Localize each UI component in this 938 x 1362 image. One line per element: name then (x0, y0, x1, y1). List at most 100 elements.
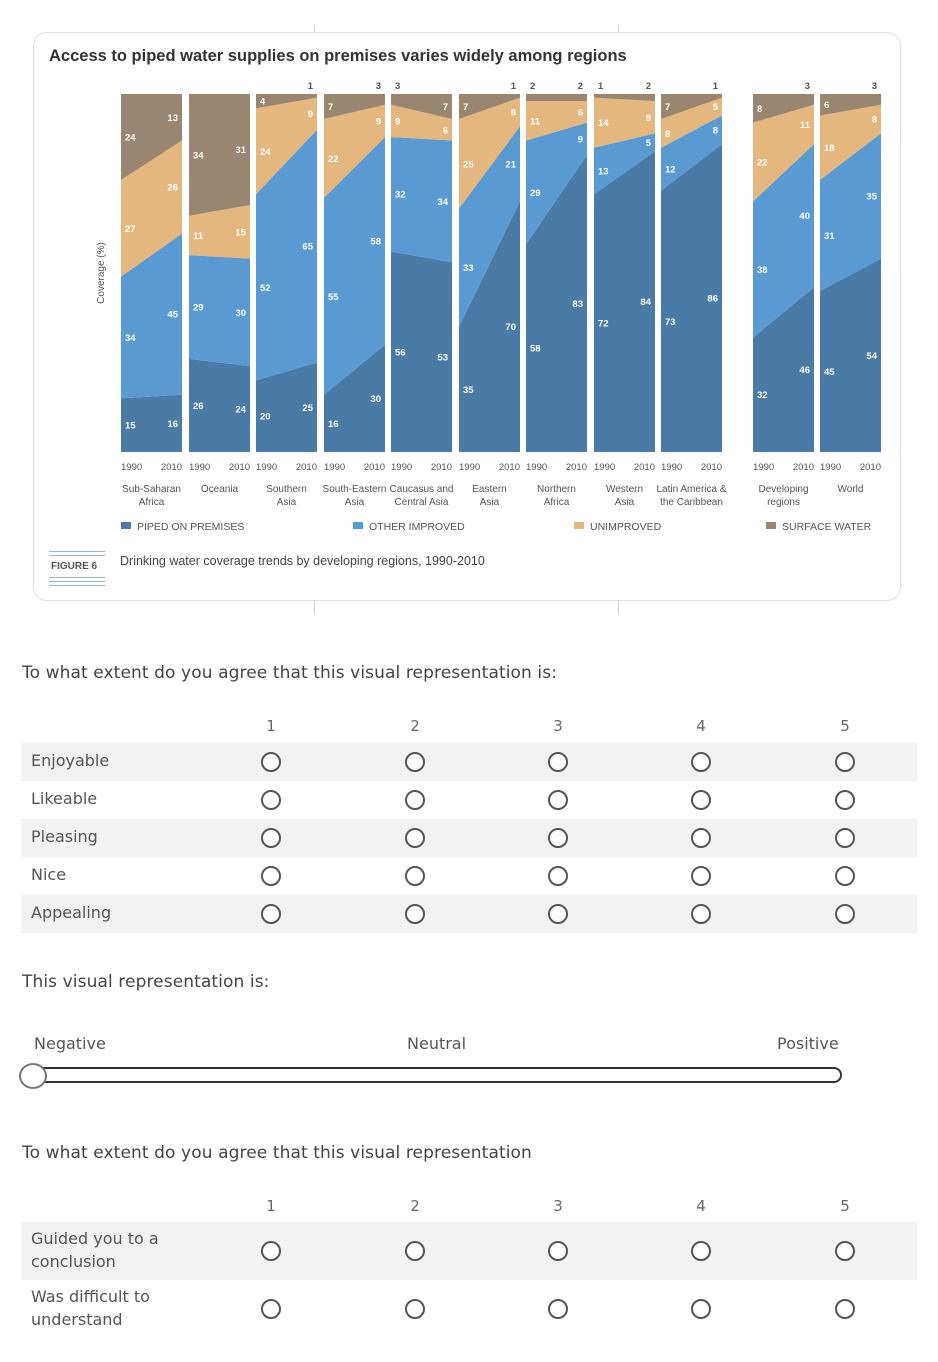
x-tick-label: 2010 (296, 462, 317, 473)
x-tick-label: 2010 (431, 462, 452, 473)
radio-difficult-5[interactable] (835, 1299, 855, 1319)
value-label-other-2010: 58 (370, 236, 381, 247)
region-label: Central Asia (395, 497, 449, 508)
legend-label-piped: PIPED ON PREMISES (137, 521, 244, 533)
value-label-other-2010: 35 (866, 192, 877, 203)
row-label: Nice (31, 865, 67, 884)
area-piped (391, 251, 452, 452)
region-label: Southern (266, 484, 307, 495)
x-tick-label: 2010 (364, 462, 385, 473)
decorative-rule (314, 601, 315, 614)
value-label-surface-2010: 7 (443, 102, 448, 113)
radio-nice-5[interactable] (835, 866, 855, 886)
area-surface (753, 94, 814, 123)
radio-guided-3[interactable] (548, 1241, 568, 1261)
radio-pleasing-1[interactable] (261, 828, 281, 848)
radio-nice-3[interactable] (548, 866, 568, 886)
value-label-piped-2010: 16 (167, 419, 178, 430)
scale-label-2: 2 (410, 717, 420, 735)
radio-enjoyable-4[interactable] (691, 752, 711, 772)
value-label-surface-1990: 7 (665, 102, 670, 113)
value-label-piped-1990: 35 (463, 385, 474, 396)
radio-enjoyable-3[interactable] (548, 752, 568, 772)
radio-difficult-1[interactable] (261, 1299, 281, 1319)
radio-pleasing-4[interactable] (691, 828, 711, 848)
x-tick-label: 2010 (701, 462, 722, 473)
radio-nice-1[interactable] (261, 866, 281, 886)
region-label: Caucasus and (390, 484, 454, 495)
figure-tag: FIGURE 6 (49, 551, 105, 586)
radio-pleasing-5[interactable] (835, 828, 855, 848)
area-unimproved (391, 104, 452, 141)
matrix-row-difficult: Was difficult to understand (21, 1280, 917, 1338)
radio-guided-4[interactable] (691, 1241, 711, 1261)
area-piped (189, 358, 250, 452)
area-piped (121, 394, 182, 452)
sentiment-slider-handle[interactable] (19, 1063, 47, 1089)
radio-difficult-3[interactable] (548, 1299, 568, 1319)
radio-guided-1[interactable] (261, 1241, 281, 1261)
radio-enjoyable-5[interactable] (835, 752, 855, 772)
value-label-piped-2010: 70 (505, 322, 516, 333)
legend-label-surface: SURFACE WATER (782, 521, 872, 533)
radio-guided-2[interactable] (405, 1241, 425, 1261)
value-label-surface-2010: 3 (805, 81, 810, 92)
radio-appealing-2[interactable] (405, 904, 425, 924)
radio-difficult-4[interactable] (691, 1299, 711, 1319)
x-tick-label: 1990 (256, 462, 277, 473)
row-label: Was difficult to understand (31, 1287, 150, 1329)
sentiment-slider-track[interactable] (33, 1067, 842, 1083)
radio-likeable-2[interactable] (405, 790, 425, 810)
row-label: Likeable (31, 789, 98, 808)
question-1-matrix: 1 2 3 4 5 Enjoyable Likeable Pleasing Ni… (21, 717, 917, 933)
radio-appealing-4[interactable] (691, 904, 711, 924)
value-label-unimproved-1990: 27 (125, 224, 136, 235)
radio-likeable-4[interactable] (691, 790, 711, 810)
value-label-piped-2010: 30 (370, 394, 381, 405)
region-label: Africa (139, 497, 165, 508)
value-label-other-2010: 45 (167, 310, 178, 321)
radio-appealing-5[interactable] (835, 904, 855, 924)
scale-label-1: 1 (266, 1197, 276, 1215)
area-other (121, 233, 182, 399)
radio-likeable-3[interactable] (548, 790, 568, 810)
radio-enjoyable-2[interactable] (405, 752, 425, 772)
value-label-unimproved-1990: 18 (824, 143, 835, 154)
radio-enjoyable-1[interactable] (261, 752, 281, 772)
x-tick-label: 2010 (566, 462, 587, 473)
radio-pleasing-3[interactable] (548, 828, 568, 848)
x-tick-label: 1990 (391, 462, 412, 473)
scale-label-5: 5 (840, 1197, 850, 1215)
area-piped (324, 344, 385, 452)
radio-nice-2[interactable] (405, 866, 425, 886)
value-label-surface-1990: 1 (598, 81, 604, 92)
radio-pleasing-2[interactable] (405, 828, 425, 848)
region-label: the Caribbean (660, 497, 723, 508)
radio-nice-4[interactable] (691, 866, 711, 886)
area-unimproved (753, 104, 814, 202)
value-label-other-1990: 32 (395, 190, 406, 201)
value-label-surface-2010: 3 (376, 81, 381, 92)
radio-appealing-3[interactable] (548, 904, 568, 924)
scale-header: 1 2 3 4 5 (21, 717, 917, 753)
area-surface (459, 94, 520, 120)
area-piped (753, 287, 814, 452)
value-label-surface-2010: 1 (308, 81, 314, 92)
region-label: regions (767, 497, 800, 508)
region-label: Latin America & (656, 484, 726, 495)
decorative-rule (314, 25, 315, 33)
value-label-other-2010: 30 (235, 308, 246, 319)
area-unimproved (256, 97, 317, 195)
area-other (526, 122, 587, 245)
radio-guided-5[interactable] (835, 1241, 855, 1261)
radio-appealing-1[interactable] (261, 904, 281, 924)
radio-difficult-2[interactable] (405, 1299, 425, 1319)
row-label: Appealing (31, 903, 112, 922)
value-label-piped-1990: 56 (395, 347, 406, 358)
radio-likeable-1[interactable] (261, 790, 281, 810)
value-label-piped-2010: 83 (572, 299, 583, 310)
region-label: Northern (537, 484, 576, 495)
radio-likeable-5[interactable] (835, 790, 855, 810)
value-label-unimproved-2010: 8 (872, 115, 877, 126)
area-piped (526, 154, 587, 453)
